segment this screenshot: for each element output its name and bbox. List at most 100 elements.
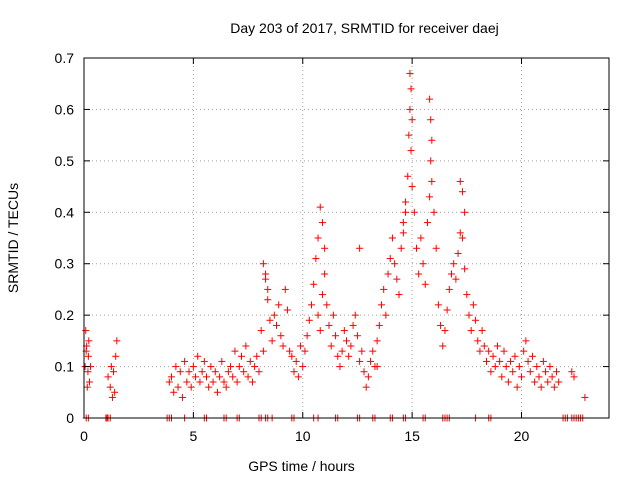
data-point — [472, 316, 480, 324]
data-point — [246, 357, 254, 365]
data-point — [524, 357, 532, 365]
data-point — [406, 105, 414, 113]
data-point — [242, 342, 250, 350]
data-point — [427, 157, 435, 165]
data-point — [279, 342, 287, 350]
data-point — [211, 368, 219, 376]
data-point — [423, 219, 431, 227]
data-point — [292, 357, 300, 365]
data-point — [83, 383, 91, 391]
y-tick-label: 0.3 — [55, 256, 75, 272]
data-point — [297, 342, 305, 350]
data-point — [568, 368, 576, 376]
y-tick-label: 0.6 — [55, 101, 75, 117]
data-point — [469, 301, 477, 309]
data-point — [248, 378, 256, 386]
chart-title: Day 203 of 2017, SRMTID for receiver dae… — [230, 20, 498, 36]
data-point — [255, 368, 263, 376]
data-point — [456, 177, 464, 185]
data-point — [362, 383, 370, 391]
data-point — [299, 363, 307, 371]
data-point — [546, 363, 554, 371]
data-point — [467, 327, 475, 335]
data-point — [520, 347, 528, 355]
data-point — [356, 244, 364, 252]
data-point — [262, 270, 270, 278]
data-point — [509, 368, 517, 376]
data-point — [450, 260, 458, 268]
data-point — [325, 321, 333, 329]
data-point — [487, 368, 495, 376]
data-point — [461, 208, 469, 216]
data-point — [397, 244, 405, 252]
data-point — [277, 332, 285, 340]
data-point — [165, 378, 173, 386]
data-point — [463, 291, 471, 299]
data-point — [528, 352, 536, 360]
data-point — [402, 208, 410, 216]
data-point — [196, 378, 204, 386]
data-point — [170, 388, 178, 396]
data-point — [358, 347, 366, 355]
data-point — [504, 378, 512, 386]
data-point — [454, 249, 462, 257]
data-point — [531, 378, 539, 386]
data-points — [81, 69, 589, 422]
x-tick-label: 20 — [514, 428, 530, 444]
data-point — [421, 280, 429, 288]
data-point — [360, 368, 368, 376]
data-point — [445, 285, 453, 293]
y-tick-label: 0.2 — [55, 307, 75, 323]
data-point — [84, 352, 92, 360]
data-point — [220, 378, 228, 386]
data-point — [174, 383, 182, 391]
data-point — [485, 347, 493, 355]
data-point — [476, 347, 484, 355]
data-point — [187, 383, 195, 391]
data-point — [522, 337, 530, 345]
data-point — [533, 363, 541, 371]
data-point — [84, 368, 92, 376]
data-point — [511, 352, 519, 360]
data-point — [507, 357, 515, 365]
data-point — [550, 383, 558, 391]
data-point — [266, 316, 274, 324]
data-point — [251, 363, 259, 371]
data-point — [216, 373, 224, 381]
data-point — [318, 219, 326, 227]
y-tick-label: 0.5 — [55, 153, 75, 169]
data-point — [388, 234, 396, 242]
data-point — [172, 363, 180, 371]
data-point — [338, 347, 346, 355]
data-point — [334, 352, 342, 360]
data-point — [345, 352, 353, 360]
data-point — [456, 229, 464, 237]
data-point — [474, 337, 482, 345]
data-point — [404, 172, 412, 180]
data-point — [113, 337, 121, 345]
data-point — [185, 368, 193, 376]
data-point — [399, 229, 407, 237]
data-point — [82, 327, 90, 335]
data-point — [340, 327, 348, 335]
data-point — [224, 368, 232, 376]
data-point — [176, 368, 184, 376]
data-point — [303, 332, 311, 340]
data-point — [434, 301, 442, 309]
y-tick-labels: 0 0.1 0.2 0.3 0.4 0.5 0.6 0.7 — [55, 50, 75, 426]
data-point — [107, 363, 115, 371]
data-point — [290, 368, 298, 376]
data-point — [273, 321, 280, 329]
data-point — [286, 347, 294, 355]
data-point — [555, 378, 563, 386]
data-point — [349, 321, 357, 329]
data-point — [553, 368, 560, 376]
data-point — [194, 352, 202, 360]
data-point — [395, 291, 403, 299]
data-point — [513, 383, 521, 391]
data-point — [85, 337, 93, 345]
data-point — [321, 270, 329, 278]
data-point — [428, 177, 436, 185]
data-point — [259, 260, 267, 268]
data-point — [104, 373, 112, 381]
